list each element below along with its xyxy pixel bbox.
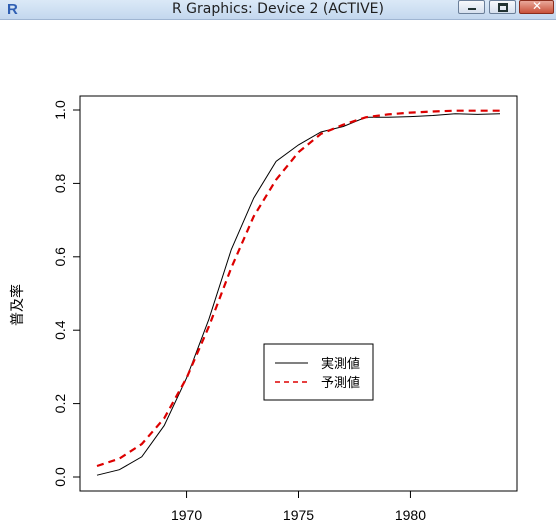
series-line-actual: [96, 113, 501, 476]
window-title: R Graphics: Device 2 (ACTIVE): [172, 1, 384, 17]
x-tick-label: 1980: [395, 507, 426, 523]
x-tick-label: 1975: [283, 507, 314, 523]
r-logo-icon: R: [7, 1, 18, 17]
line-chart: 1970 1975 1980 0.0 0.2 0.4 0.6 0.8 1.0 普及率 実測値 …: [9, 95, 518, 523]
window-titlebar[interactable]: R R Graphics: Device 2 (ACTIVE): [0, 0, 556, 20]
x-tick-label: 1970: [171, 507, 202, 523]
y-tick-label: 0.4: [52, 320, 68, 340]
legend-box: [263, 343, 374, 401]
y-tick-label: 0.0: [52, 467, 68, 487]
legend: 実測値 予測値: [263, 343, 374, 401]
series-layer: [96, 109, 501, 476]
y-tick-label: 0.8: [52, 173, 68, 193]
plot-area: 1970 1975 1980 0.0 0.2 0.4 0.6 0.8 1.0 普及率 実測値 …: [0, 20, 556, 524]
svg-text:R: R: [7, 1, 18, 17]
minimize-icon[interactable]: [458, 0, 485, 14]
y-axis: 0.0 0.2 0.4 0.6 0.8 1.0: [52, 100, 81, 487]
y-axis-label: 普及率: [9, 284, 25, 326]
legend-label-predicted: 予測値: [321, 375, 360, 390]
y-tick-label: 0.2: [52, 394, 68, 414]
plot-frame: [79, 95, 518, 492]
y-tick-label: 1.0: [52, 100, 68, 120]
x-axis: 1970 1975 1980: [171, 490, 426, 523]
y-tick-label: 0.6: [52, 247, 68, 267]
close-icon[interactable]: [519, 0, 554, 14]
legend-label-actual: 実測値: [321, 356, 360, 371]
series-line-predicted: [96, 109, 500, 468]
maximize-icon[interactable]: [489, 0, 516, 14]
